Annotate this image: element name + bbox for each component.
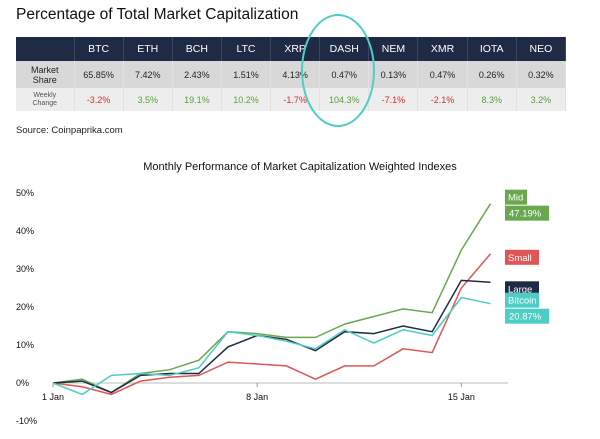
legend-label-mid: Mid	[508, 193, 523, 204]
x-tick-label: 15 Jan	[448, 392, 475, 402]
weekly-change-cell: 3.5%	[123, 88, 173, 111]
market-cap-table: BTC ETH BCH LTC XRP DASH NEM XMR IOTA NE…	[16, 37, 567, 111]
series-line-bitcoin	[52, 296, 491, 396]
y-tick-label: -10%	[16, 416, 37, 426]
market-share-cell: 1.51%	[221, 61, 272, 88]
market-share-cell: 2.43%	[172, 61, 222, 88]
weekly-change-cell: -7.1%	[368, 88, 419, 111]
series-line-small	[52, 253, 492, 396]
coin-header: ETH	[123, 37, 173, 61]
legend-label-box-small	[505, 249, 539, 265]
coin-header: BCH	[172, 37, 222, 61]
series-line-large	[52, 279, 491, 394]
market-share-cell: 0.32%	[516, 61, 567, 88]
end-value-box-bitcoin	[505, 308, 549, 324]
market-share-cell: 0.47%	[417, 61, 468, 88]
row-label-line: Market	[30, 64, 59, 75]
legend-label-small: Small	[508, 253, 532, 264]
y-tick-label: 40%	[16, 226, 34, 236]
coin-header: IOTA	[467, 37, 517, 61]
row-label-market-share: Market Share	[16, 61, 75, 88]
end-value-label-mid: 47.19%	[509, 209, 542, 220]
y-tick-label: 10%	[16, 340, 34, 350]
row-label-line: Change	[32, 99, 58, 107]
coin-header: LTC	[221, 37, 272, 61]
market-share-cell: 65.85%	[74, 61, 124, 88]
coin-header: BTC	[74, 37, 124, 61]
weekly-change-cell: -2.1%	[417, 88, 468, 111]
x-tick-label: 8 Jan	[246, 392, 268, 402]
row-label-line: Share	[32, 74, 57, 85]
y-tick-label: 20%	[16, 302, 34, 312]
legend-label-box-large	[505, 281, 539, 297]
chart-title: Monthly Performance of Market Capitaliza…	[143, 161, 457, 173]
row-label-weekly-change: Weekly Change	[16, 88, 75, 111]
series-line-mid	[52, 203, 492, 394]
source-note: Source: Coinpaprika.com	[16, 125, 123, 136]
dash-highlight-circle	[301, 14, 375, 127]
market-share-cell: 7.42%	[123, 61, 173, 88]
legend-label-large: Large	[508, 284, 532, 295]
table-header-row: BTC ETH BCH LTC XRP DASH NEM XMR IOTA NE…	[16, 37, 567, 61]
legend-label-box-mid	[505, 189, 527, 205]
coin-header: XMR	[417, 37, 468, 61]
coin-header: NEM	[368, 37, 419, 61]
weekly-change-cell: 3.2%	[516, 88, 567, 111]
y-tick-label: 0%	[16, 378, 29, 388]
market-share-cell: 0.26%	[467, 61, 517, 88]
weekly-change-cell: 10.2%	[221, 88, 272, 111]
coin-header: NEO	[516, 37, 567, 61]
y-tick-label: 50%	[16, 188, 34, 198]
page-title: Percentage of Total Market Capitalizatio…	[16, 6, 299, 23]
weekly-change-cell: 8.3%	[467, 88, 517, 111]
end-value-label-bitcoin: 20.87%	[509, 312, 542, 323]
market-share-row: Market Share 65.85% 7.42% 2.43% 1.51% 4.1…	[16, 61, 567, 88]
table-corner-cell	[16, 37, 75, 61]
legend-label-box-bitcoin	[505, 292, 539, 308]
legend-label-bitcoin: Bitcoin	[508, 296, 537, 307]
weekly-change-cell: -3.2%	[74, 88, 124, 111]
y-tick-label: 30%	[16, 264, 34, 274]
weekly-change-cell: 19.1%	[172, 88, 222, 111]
market-share-cell: 0.13%	[368, 61, 419, 88]
end-value-box-mid	[505, 205, 549, 221]
row-label-line: Weekly	[33, 91, 57, 99]
x-tick-label: 1 Jan	[42, 392, 64, 402]
